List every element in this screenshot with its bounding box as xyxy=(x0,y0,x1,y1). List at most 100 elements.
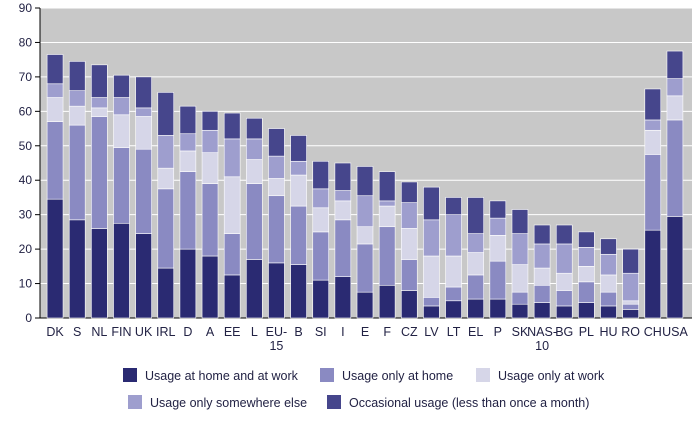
x-tick-label: SK xyxy=(512,325,529,339)
bar-segment xyxy=(356,243,374,293)
bar-segment xyxy=(378,205,396,228)
bar-segment xyxy=(46,198,64,319)
bar-segment xyxy=(578,302,595,319)
bar-segment xyxy=(113,222,130,319)
bar-segment xyxy=(223,176,241,234)
bar-segment xyxy=(334,200,352,221)
bar-segment xyxy=(246,183,263,260)
x-tick-label: F xyxy=(383,325,391,339)
x-tick-label: NL xyxy=(91,325,107,339)
bar-segment xyxy=(157,167,175,190)
bar-segment xyxy=(179,171,197,250)
bar-segment xyxy=(312,207,329,233)
bar-segment xyxy=(223,233,241,276)
bar-segment xyxy=(533,284,551,303)
bar-segment xyxy=(644,129,662,155)
bar-segment xyxy=(290,135,307,162)
bar-segment xyxy=(578,231,595,248)
bar-segment xyxy=(511,264,529,293)
bar-segment xyxy=(135,233,152,319)
bar-segment xyxy=(401,259,418,291)
x-tick-label: LT xyxy=(447,325,461,339)
bar-segment xyxy=(68,61,86,91)
bar-segment xyxy=(423,297,440,307)
bar-segment xyxy=(533,243,551,269)
x-tick-label: DK xyxy=(46,325,64,339)
legend-swatch xyxy=(327,395,341,409)
bar-segment xyxy=(378,226,396,286)
bar-segment xyxy=(489,235,507,262)
bar-segment xyxy=(401,202,418,229)
bar-segment xyxy=(135,107,152,117)
bar-segment xyxy=(600,305,617,319)
bar-segment xyxy=(533,224,551,245)
bar-segment xyxy=(644,154,662,231)
bar-segment xyxy=(113,114,130,148)
bar-segment xyxy=(467,274,484,300)
x-tick-label: I xyxy=(341,325,344,339)
bar-segment xyxy=(489,217,507,236)
bar-segment xyxy=(157,92,175,136)
bar-segment xyxy=(334,276,352,319)
x-tick-label: HU xyxy=(599,325,617,339)
bar-segment xyxy=(68,90,86,107)
legend-label: Usage only at work xyxy=(498,369,605,383)
x-tick-label: USA xyxy=(662,325,688,339)
bar-segment xyxy=(555,224,573,245)
bar-segment xyxy=(290,205,307,265)
bar-segment xyxy=(201,152,219,184)
bar-segment xyxy=(600,238,617,255)
y-tick-label: 30 xyxy=(19,208,33,222)
bar-segment xyxy=(644,88,662,121)
bar-segment xyxy=(201,111,219,131)
bar-segment xyxy=(91,107,108,117)
bar-segment xyxy=(268,155,285,179)
bar-segment xyxy=(622,272,639,302)
bar-segment xyxy=(467,298,484,319)
bar-segment xyxy=(91,97,108,109)
x-tick-label: EE xyxy=(224,325,241,339)
y-tick-label: 40 xyxy=(19,173,33,187)
bar-segment xyxy=(622,248,639,274)
bar-segment xyxy=(246,117,263,140)
bar-segment xyxy=(445,255,462,288)
bar-segment xyxy=(467,233,484,253)
bar-segment xyxy=(555,305,573,319)
legend-swatch xyxy=(123,368,137,382)
bar-segment xyxy=(135,76,152,109)
legend-label: Occasional usage (less than once a month… xyxy=(349,396,589,410)
bar-segment xyxy=(401,228,418,260)
x-tick-label: EU- xyxy=(266,325,288,339)
bar-segment xyxy=(578,247,595,267)
bar-segment xyxy=(423,255,440,298)
bar-segment xyxy=(578,266,595,283)
bar-segment xyxy=(223,138,241,178)
bar-segment xyxy=(445,197,462,215)
bar-segment xyxy=(246,159,263,184)
bar-segment xyxy=(555,272,573,291)
x-tick-label: CZ xyxy=(401,325,418,339)
bar-segment xyxy=(600,253,617,276)
bar-segment xyxy=(666,119,684,217)
x-tick-label: D xyxy=(183,325,192,339)
bar-segment xyxy=(401,181,418,203)
bar-segment xyxy=(246,259,263,319)
bar-segment xyxy=(157,267,175,319)
bar-segment xyxy=(423,219,440,257)
bar-segment xyxy=(511,291,529,305)
bar-segment xyxy=(489,298,507,319)
bar-segment xyxy=(223,274,241,319)
bar-segment xyxy=(489,260,507,300)
x-tick-label: BG xyxy=(555,325,573,339)
bar-segment xyxy=(622,303,639,310)
bar-segment xyxy=(46,83,64,98)
bar-segment xyxy=(268,262,285,319)
legend-swatch xyxy=(128,395,142,409)
x-tick-label: EL xyxy=(468,325,483,339)
y-tick-label: 10 xyxy=(19,277,33,291)
bar-segment xyxy=(46,54,64,85)
bar-segment xyxy=(622,300,639,305)
y-tick-label: 20 xyxy=(19,242,33,256)
bar-segment xyxy=(290,174,307,207)
bar-segment xyxy=(533,267,551,286)
